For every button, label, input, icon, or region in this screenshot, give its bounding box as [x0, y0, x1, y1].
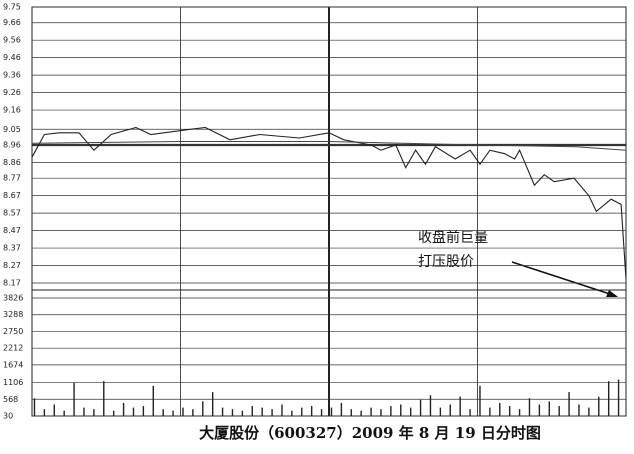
- volume-bar: [528, 398, 531, 416]
- volume-bar: [449, 404, 451, 416]
- price-line: [31, 126, 627, 280]
- volume-bar: [301, 407, 303, 416]
- volume-bar: [548, 401, 550, 416]
- volume-bar: [578, 404, 580, 416]
- annotation: 收盘前巨量: [418, 229, 488, 246]
- volume-bar: [499, 402, 501, 416]
- y-tick-label: 8.96: [3, 141, 21, 150]
- y-tick-label: 8.37: [3, 244, 21, 253]
- volume-bar: [73, 382, 75, 416]
- volume-bar: [310, 406, 313, 416]
- volume-bar: [211, 392, 214, 416]
- volume-bar: [489, 407, 491, 416]
- volume-bar: [152, 385, 154, 416]
- volume-bar: [43, 409, 46, 416]
- volume-bar: [93, 409, 95, 416]
- volume-bar: [558, 406, 560, 416]
- volume-bar: [390, 406, 392, 416]
- y-tick-label: 9.75: [3, 3, 21, 12]
- volume-bar: [192, 409, 194, 416]
- volume-bar: [281, 404, 283, 416]
- y-tick-label: 9.56: [3, 36, 21, 45]
- y-tick-label: 9.16: [3, 106, 21, 115]
- volume-bar: [291, 410, 293, 416]
- volume-bar: [271, 409, 273, 416]
- volume-bar: [231, 409, 234, 416]
- y-tick-label: 9.46: [3, 53, 21, 62]
- volume-bar: [112, 410, 115, 416]
- arrow-head: [606, 290, 618, 297]
- y-tick-label: 30: [3, 412, 13, 421]
- y-tick-label: 9.05: [3, 125, 21, 134]
- y-tick-label: 3288: [3, 310, 23, 319]
- y-tick-label: 1106: [3, 378, 23, 387]
- volume-bar: [162, 409, 164, 416]
- volume-bar: [588, 407, 590, 416]
- volume-bar: [518, 409, 521, 416]
- y-tick-label: 9.66: [3, 18, 21, 27]
- annotation: 打压股价: [418, 253, 474, 270]
- volume-bar: [568, 392, 570, 416]
- volume-bar: [400, 404, 402, 416]
- volume-bar: [380, 409, 382, 416]
- volume-bar: [63, 410, 65, 416]
- volume-bar: [617, 379, 620, 416]
- volume-bar: [241, 410, 244, 416]
- volume-bar: [469, 409, 471, 416]
- volume-bar: [33, 398, 36, 416]
- volume-bar: [172, 410, 174, 416]
- volume-bar: [538, 404, 541, 416]
- volume-bar: [479, 385, 481, 416]
- y-tick-label: 9.36: [3, 71, 21, 80]
- volume-bar: [320, 409, 323, 416]
- volume-bar: [607, 381, 610, 416]
- volume-bar: [122, 402, 125, 416]
- chart-title: 大厦股份（600327）2009 年 8 月 19 日分时图: [199, 424, 541, 442]
- volume-bar: [132, 407, 135, 416]
- y-tick-label: 8.77: [3, 174, 21, 183]
- volume-bar: [429, 395, 432, 416]
- y-tick-label: 8.86: [3, 158, 21, 167]
- volume-bar: [103, 381, 105, 416]
- y-tick-label: 3826: [3, 294, 23, 303]
- y-tick-label: 8.57: [3, 209, 21, 218]
- average-line: [31, 141, 627, 151]
- volume-bar: [508, 406, 511, 416]
- y-tick-label: 2212: [3, 344, 23, 353]
- y-tick-label: 2750: [3, 327, 23, 336]
- y-tick-label: 8.27: [3, 261, 21, 270]
- volume-bar: [598, 396, 600, 416]
- volume-bar: [182, 407, 184, 416]
- y-tick-label: 8.47: [3, 226, 21, 235]
- volume-bar: [202, 401, 204, 416]
- volume-bar: [459, 396, 461, 416]
- volume-bar: [142, 406, 145, 416]
- volume-bar: [251, 406, 253, 416]
- y-tick-label: 1674: [3, 360, 23, 369]
- y-tick-label: 8.67: [3, 191, 21, 200]
- volume-bar: [439, 407, 442, 416]
- volume-bar: [409, 407, 412, 416]
- volume-bar: [261, 407, 263, 416]
- volume-bar: [221, 407, 224, 416]
- y-tick-label: 568: [3, 395, 18, 404]
- volume-bar: [53, 404, 55, 416]
- volume-bar: [350, 409, 352, 416]
- volume-bar: [360, 410, 362, 416]
- y-tick-label: 9.26: [3, 88, 21, 97]
- volume-bar: [340, 402, 343, 416]
- volume-bar: [419, 399, 422, 416]
- volume-bar: [370, 407, 372, 416]
- volume-bar: [330, 407, 333, 416]
- volume-bar: [83, 407, 85, 416]
- y-tick-label: 8.17: [3, 279, 21, 288]
